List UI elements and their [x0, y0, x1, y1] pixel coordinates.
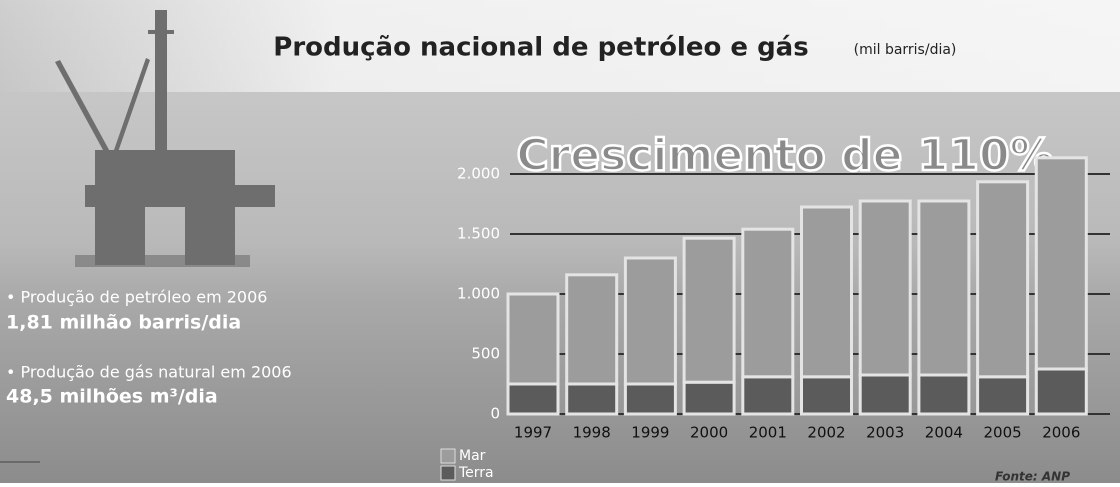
- x-tick-label: 2003: [866, 424, 904, 442]
- x-tick-label: 1997: [514, 424, 552, 442]
- bar-segment: [1036, 369, 1086, 414]
- source: Fonte: ANP: [995, 470, 1070, 484]
- chart: Produção nacional de petróleo e gás (mil…: [0, 0, 1120, 483]
- x-tick-label: 2004: [925, 424, 963, 442]
- bar-segment: [1036, 158, 1086, 369]
- bar-segment: [625, 258, 675, 384]
- bar-segment: [743, 377, 793, 414]
- x-tick-label: 2002: [807, 424, 845, 442]
- x-tick-label: 2001: [749, 424, 787, 442]
- x-tick-label: 1999: [631, 424, 669, 442]
- legend-label: Mar: [459, 448, 486, 464]
- chart-subtitle: (mil barris/dia): [854, 42, 957, 58]
- legend-swatch: [441, 449, 455, 463]
- y-tick-label: 2.000: [457, 165, 500, 183]
- page: Produção nacional de petróleo e gás (mil…: [0, 0, 1120, 483]
- y-tick-label: 500: [471, 345, 500, 363]
- annotation-label: • Produção de petróleo em 2006: [6, 288, 267, 307]
- bar-segment: [802, 377, 852, 414]
- annotation-value: 1,81 milhão barris/dia: [6, 312, 241, 334]
- x-tick-label: 1998: [573, 424, 611, 442]
- bar-segment: [919, 201, 969, 375]
- bar-segment: [978, 377, 1028, 414]
- annotation-label: • Produção de gás natural em 2006: [6, 363, 292, 382]
- y-tick-label: 1.000: [457, 285, 500, 303]
- x-tick-label: 2006: [1042, 424, 1080, 442]
- bar-segment: [508, 294, 558, 384]
- chart-title: Produção nacional de petróleo e gás: [273, 33, 808, 63]
- legend-label: Terra: [458, 465, 494, 481]
- bar-segment: [860, 375, 910, 414]
- bar-segment: [919, 375, 969, 414]
- y-tick-label: 0: [490, 405, 500, 423]
- bar-segment: [625, 384, 675, 414]
- legend-swatch: [441, 466, 455, 480]
- x-tick-label: 2000: [690, 424, 728, 442]
- bar-segment: [567, 275, 617, 384]
- bar-segment: [860, 201, 910, 375]
- bar-segment: [743, 229, 793, 377]
- bar-segment: [684, 382, 734, 414]
- bar-segment: [508, 384, 558, 414]
- y-tick-label: 1.500: [457, 225, 500, 243]
- bar-segment: [978, 182, 1028, 377]
- x-tick-label: 2005: [984, 424, 1022, 442]
- bar-segment: [684, 238, 734, 382]
- annotation-value: 48,5 milhões m³/dia: [6, 386, 218, 408]
- bar-segment: [567, 384, 617, 414]
- bar-segment: [802, 207, 852, 377]
